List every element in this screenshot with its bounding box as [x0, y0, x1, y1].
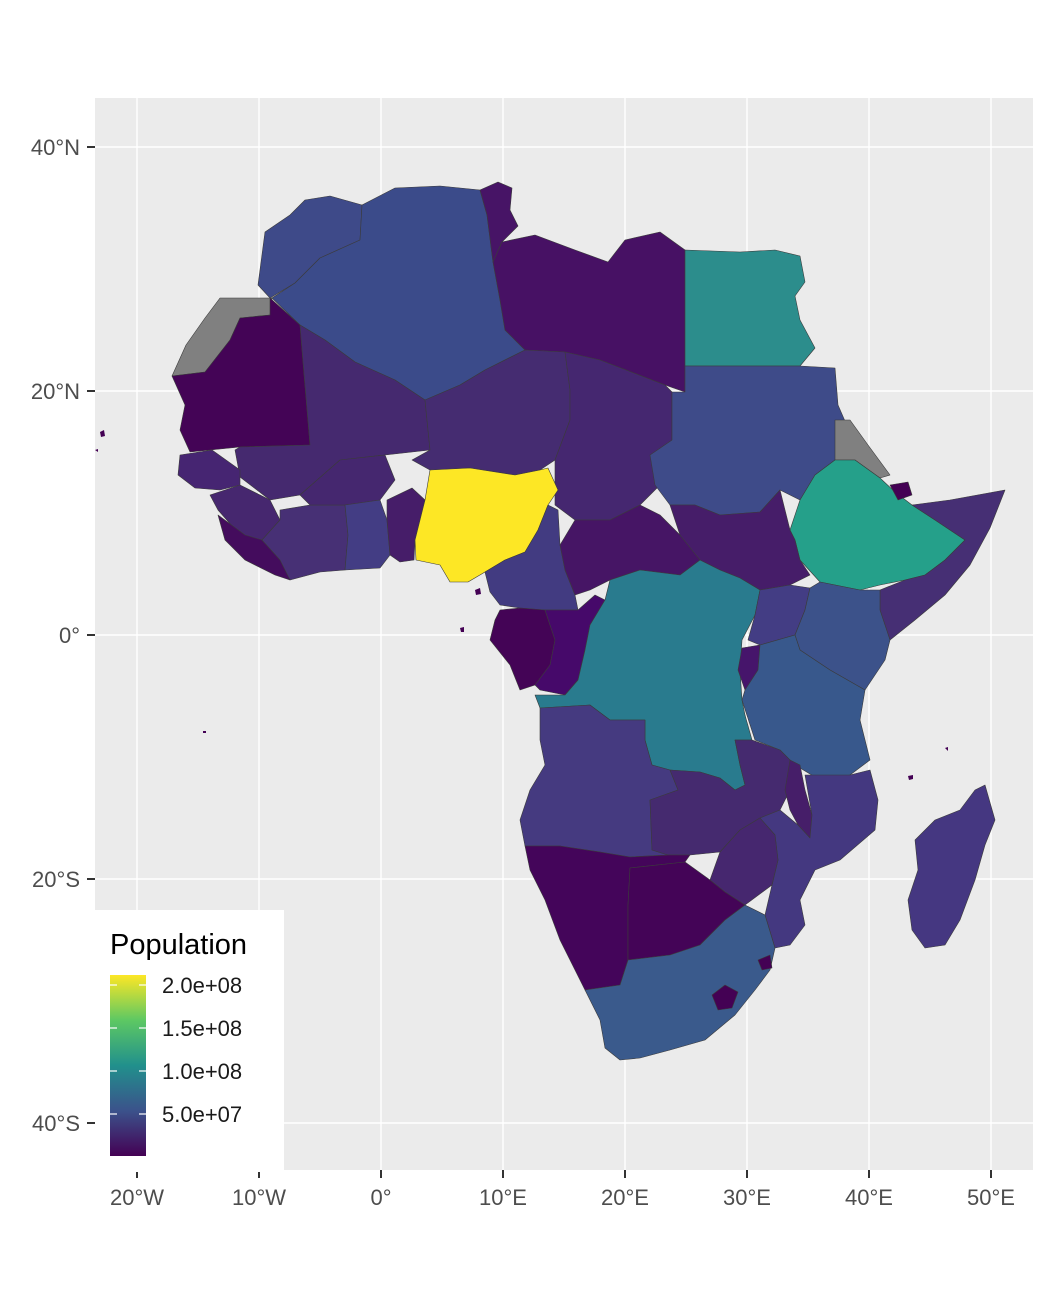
island-tenerife — [100, 430, 105, 437]
y-tick-label: 40°N — [31, 135, 80, 160]
countries — [95, 181, 1006, 1061]
legend-label: 5.0e+07 — [162, 1102, 242, 1127]
country-tunisia[interactable] — [479, 181, 519, 263]
x-tick-label: 20°E — [601, 1185, 649, 1210]
x-tick-label: 10°E — [479, 1185, 527, 1210]
x-tick-label: 20°W — [110, 1185, 164, 1210]
legend-title: Population — [110, 929, 247, 961]
island-bioko — [475, 588, 481, 595]
x-tick-label: 30°E — [723, 1185, 771, 1210]
legend: Population 2.0e+08 1.5e+08 1.0e+08 5.0e+… — [95, 910, 284, 1172]
country-libya[interactable] — [492, 231, 686, 393]
country-senegal[interactable] — [177, 449, 241, 491]
island-cabo-verde — [95, 449, 98, 452]
country-egypt[interactable] — [684, 249, 816, 367]
country-eswatini[interactable] — [757, 954, 773, 971]
x-tick-label: 10°W — [232, 1185, 286, 1210]
country-south-africa[interactable] — [584, 904, 776, 1061]
y-tick-label: 20°N — [31, 379, 80, 404]
legend-label: 2.0e+08 — [162, 973, 242, 998]
island-comoros — [908, 775, 913, 780]
country-ghana[interactable] — [344, 499, 391, 571]
country-madagascar[interactable] — [907, 784, 996, 949]
island-st-helena — [203, 731, 206, 733]
x-tick-label: 50°E — [967, 1185, 1015, 1210]
country-djibouti[interactable] — [889, 481, 913, 501]
legend-label: 1.5e+08 — [162, 1016, 242, 1041]
legend-ticks — [110, 984, 146, 1115]
x-tick-label: 0° — [370, 1185, 391, 1210]
y-axis-ticks — [87, 146, 95, 1124]
country-burkina-faso[interactable] — [299, 454, 396, 506]
country-togo-benin[interactable] — [386, 487, 426, 563]
legend-colorbar — [110, 975, 146, 1156]
country-lesotho[interactable] — [711, 984, 739, 1011]
y-tick-label: 20°S — [32, 867, 80, 892]
y-tick-label: 0° — [59, 623, 80, 648]
legend-label: 1.0e+08 — [162, 1059, 242, 1084]
y-tick-label: 40°S — [32, 1111, 80, 1136]
island-seychelles — [945, 747, 948, 751]
x-tick-label: 40°E — [845, 1185, 893, 1210]
island-sao-tome — [460, 627, 464, 632]
